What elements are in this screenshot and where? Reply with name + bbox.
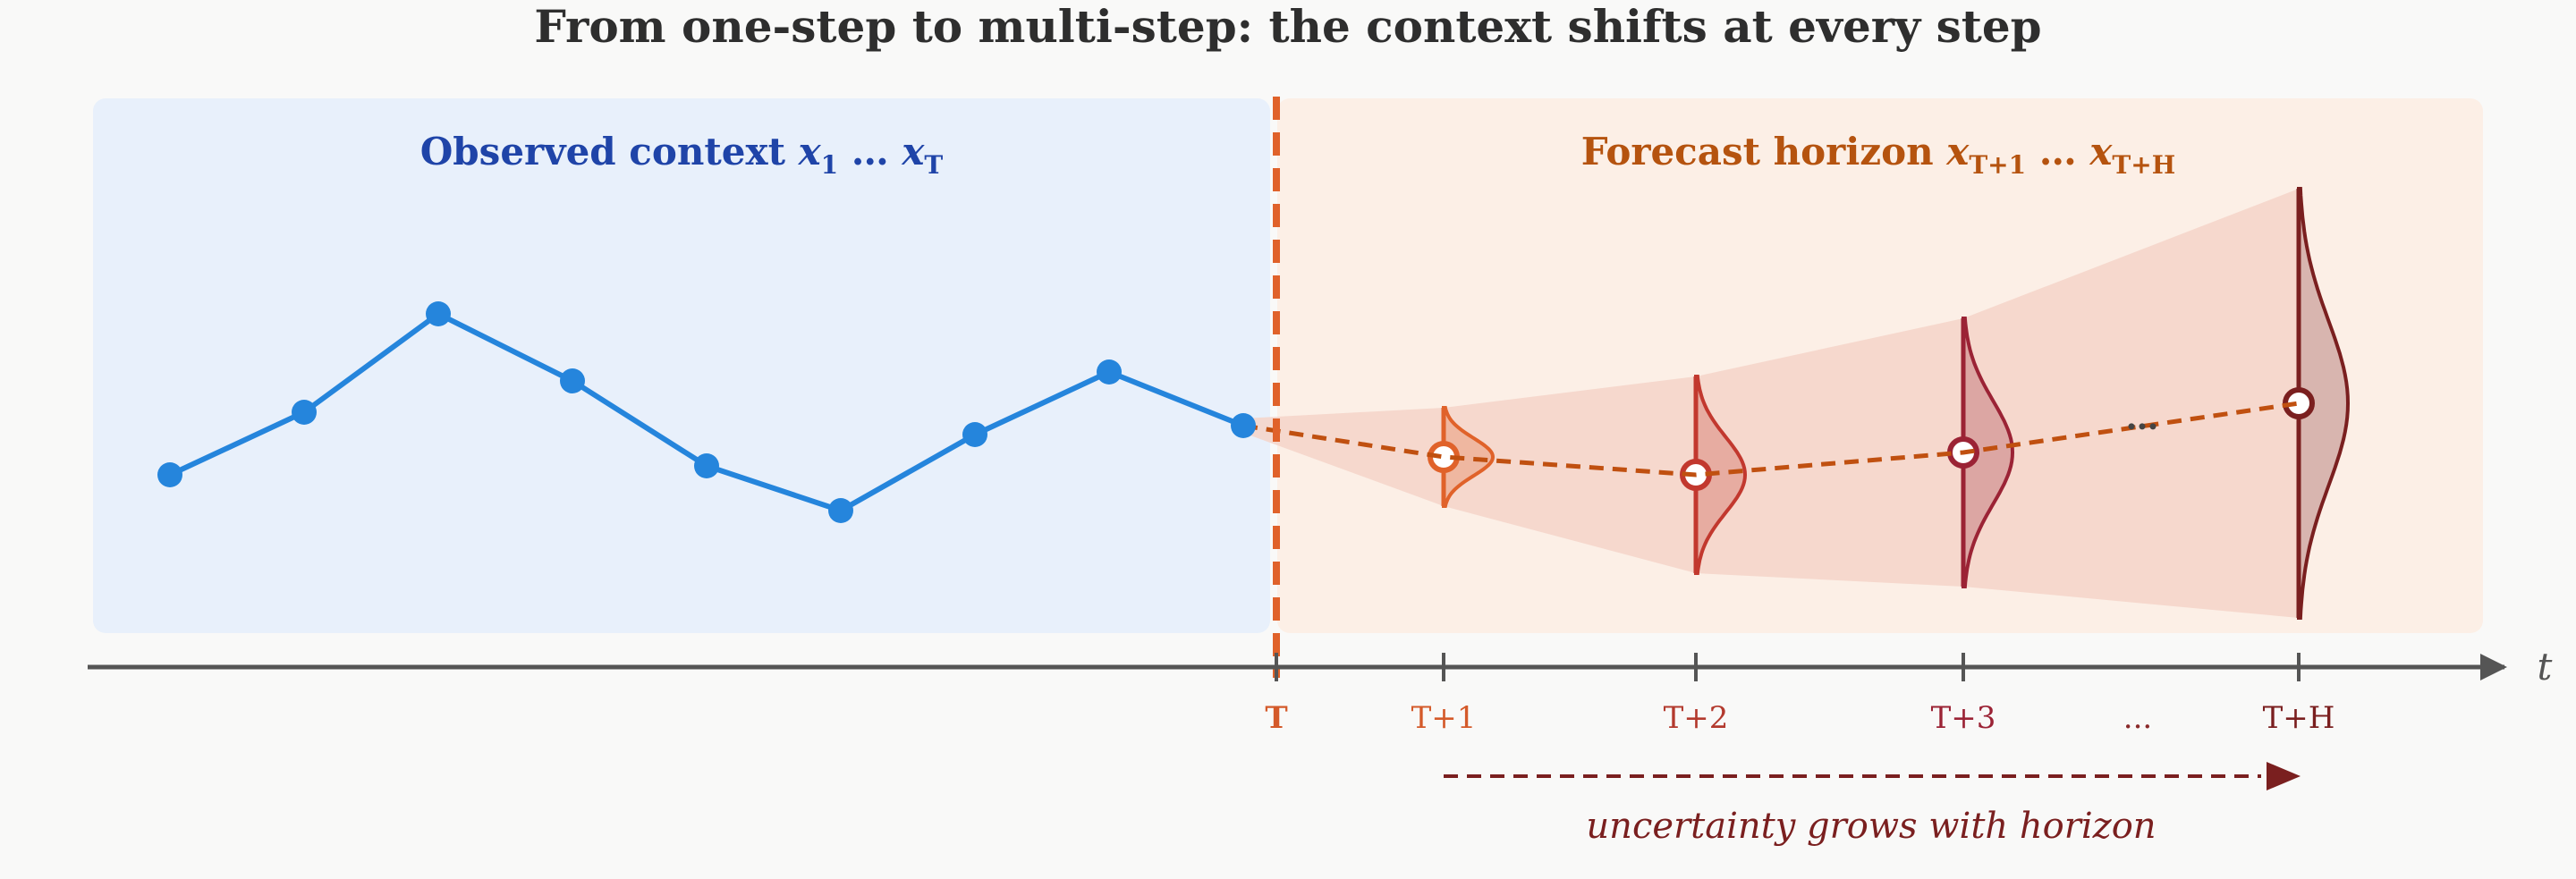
observed-point [426, 301, 451, 326]
observed-point [828, 498, 853, 523]
distribution-curve [2297, 187, 2351, 620]
uncertainty-arrow-head [2267, 762, 2301, 790]
observed-point [157, 462, 182, 487]
horizon-ellipsis: … [2026, 130, 2089, 173]
horizon-sub-start: T+1 [1969, 150, 2026, 180]
context-var-start: x [798, 130, 822, 173]
forecast-dashed-line [1242, 401, 2300, 478]
observed-point [962, 422, 987, 447]
forecast-distribution [1428, 406, 1496, 508]
observed-context-panel [93, 98, 1270, 633]
distribution-curve [1442, 406, 1496, 508]
forecast-horizon-label: Forecast horizon xT+1 … xT+H [1581, 130, 2175, 180]
uncertainty-band [1243, 189, 2299, 618]
time-axis-ticks: T T+1 T+2 T+3... T+H [1265, 653, 2334, 736]
axis-tick-label: ... [2123, 700, 2152, 736]
observed-point [694, 453, 719, 478]
uncertainty-caption: uncertainty grows with horizon [1586, 806, 2156, 847]
axis-tick-label: T+3 [1931, 700, 1996, 736]
ellipsis-dot [2128, 423, 2135, 430]
context-var-end: x [901, 130, 925, 173]
uncertainty-band-area [1243, 189, 2299, 618]
time-axis-symbol: t [2538, 645, 2553, 689]
ellipsis-dot [2149, 423, 2157, 430]
horizon-var-start: x [1945, 130, 1970, 173]
observed-point [1231, 413, 1256, 438]
observed-context-text: Observed context [420, 130, 799, 173]
observed-point [1097, 359, 1122, 385]
axis-tick-label: T+1 [1411, 700, 1477, 736]
observed-context-label: Observed context x1 … xT [420, 130, 944, 180]
diagram-title: From one-step to multi-step: the context… [534, 0, 2041, 53]
ellipsis-dot [2139, 423, 2146, 430]
forecast-distribution [2283, 187, 2351, 620]
axis-tick-label: T+H [2263, 700, 2335, 736]
axis-tick-label: T [1265, 700, 1287, 736]
distribution-curve [1694, 375, 1748, 575]
axis-tick-label: T+2 [1664, 700, 1729, 736]
horizon-var-end: x [2089, 130, 2113, 173]
forecast-path [1242, 401, 2300, 478]
forecast-horizon-text: Forecast horizon [1581, 130, 1947, 173]
horizon-sub-end: T+H [2112, 150, 2175, 180]
context-ellipsis: … [838, 130, 902, 173]
observed-series [157, 301, 1256, 523]
observed-point [292, 400, 317, 425]
distribution-curve [1962, 317, 2015, 588]
context-sub-start: 1 [821, 150, 838, 180]
context-sub-end: T [924, 150, 943, 180]
observed-point [560, 368, 585, 393]
